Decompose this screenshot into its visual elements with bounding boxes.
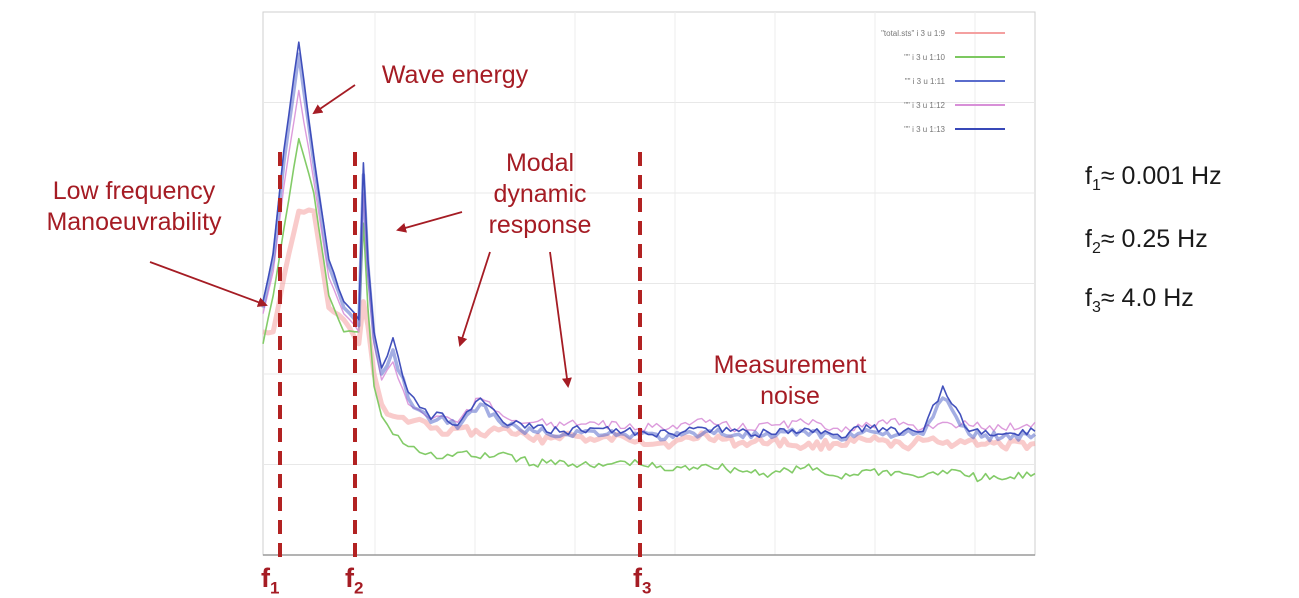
series-line-1 (262, 207, 1036, 452)
modal-line1: Modal (505, 149, 575, 177)
modal-arrow-3 (549, 251, 572, 388)
noise-line2: noise (760, 382, 820, 410)
modal-line3: response (488, 211, 592, 239)
low-frequency-line1: Low frequency (52, 177, 216, 205)
f1-value: f1≈ 0.001 Hz (1085, 162, 1222, 194)
plot-area (262, 11, 1036, 556)
noise-line1: Measurement (713, 351, 867, 379)
wave-energy-label: Wave energy (381, 61, 529, 89)
legend-label: "" i 3 u 1:13 (904, 125, 945, 134)
f3-marker-label: f3 (633, 563, 652, 598)
legend-label: "total.sts" i 3 u 1:9 (881, 29, 945, 38)
f2-marker-label: f2 (345, 563, 364, 598)
low-frequency-line2: Manoeuvrability (46, 208, 222, 236)
series-layer (261, 41, 1037, 483)
legend: "total.sts" i 3 u 1:9 "" i 3 u 1:10 "" i 3… (881, 29, 1005, 134)
wave-energy-arrow (312, 84, 356, 115)
f1-marker-label: f1 (261, 563, 280, 598)
modal-arrow-2 (457, 251, 491, 347)
modal-line2: dynamic (493, 180, 587, 208)
modal-arrow-1 (396, 211, 463, 233)
series-line-3 (261, 52, 1037, 443)
legend-label: "" i 3 u 1:10 (904, 53, 945, 62)
annotation-arrows (149, 84, 572, 388)
legend-label: "" i 3 u 1:12 (904, 101, 945, 110)
low-frequency-label: Low frequency Manoeuvrability (0, 176, 268, 238)
series-line-5 (262, 41, 1036, 439)
modal-response-label: Modal dynamic response (450, 148, 630, 241)
measurement-noise-label: Measurement noise (680, 350, 900, 412)
low-frequency-arrow (149, 261, 268, 307)
series-line-2 (262, 137, 1036, 483)
f3-value: f3≈ 4.0 Hz (1085, 284, 1194, 316)
legend-label: "" i 3 u 1:11 (905, 77, 946, 86)
f2-value: f2≈ 0.25 Hz (1085, 225, 1208, 257)
